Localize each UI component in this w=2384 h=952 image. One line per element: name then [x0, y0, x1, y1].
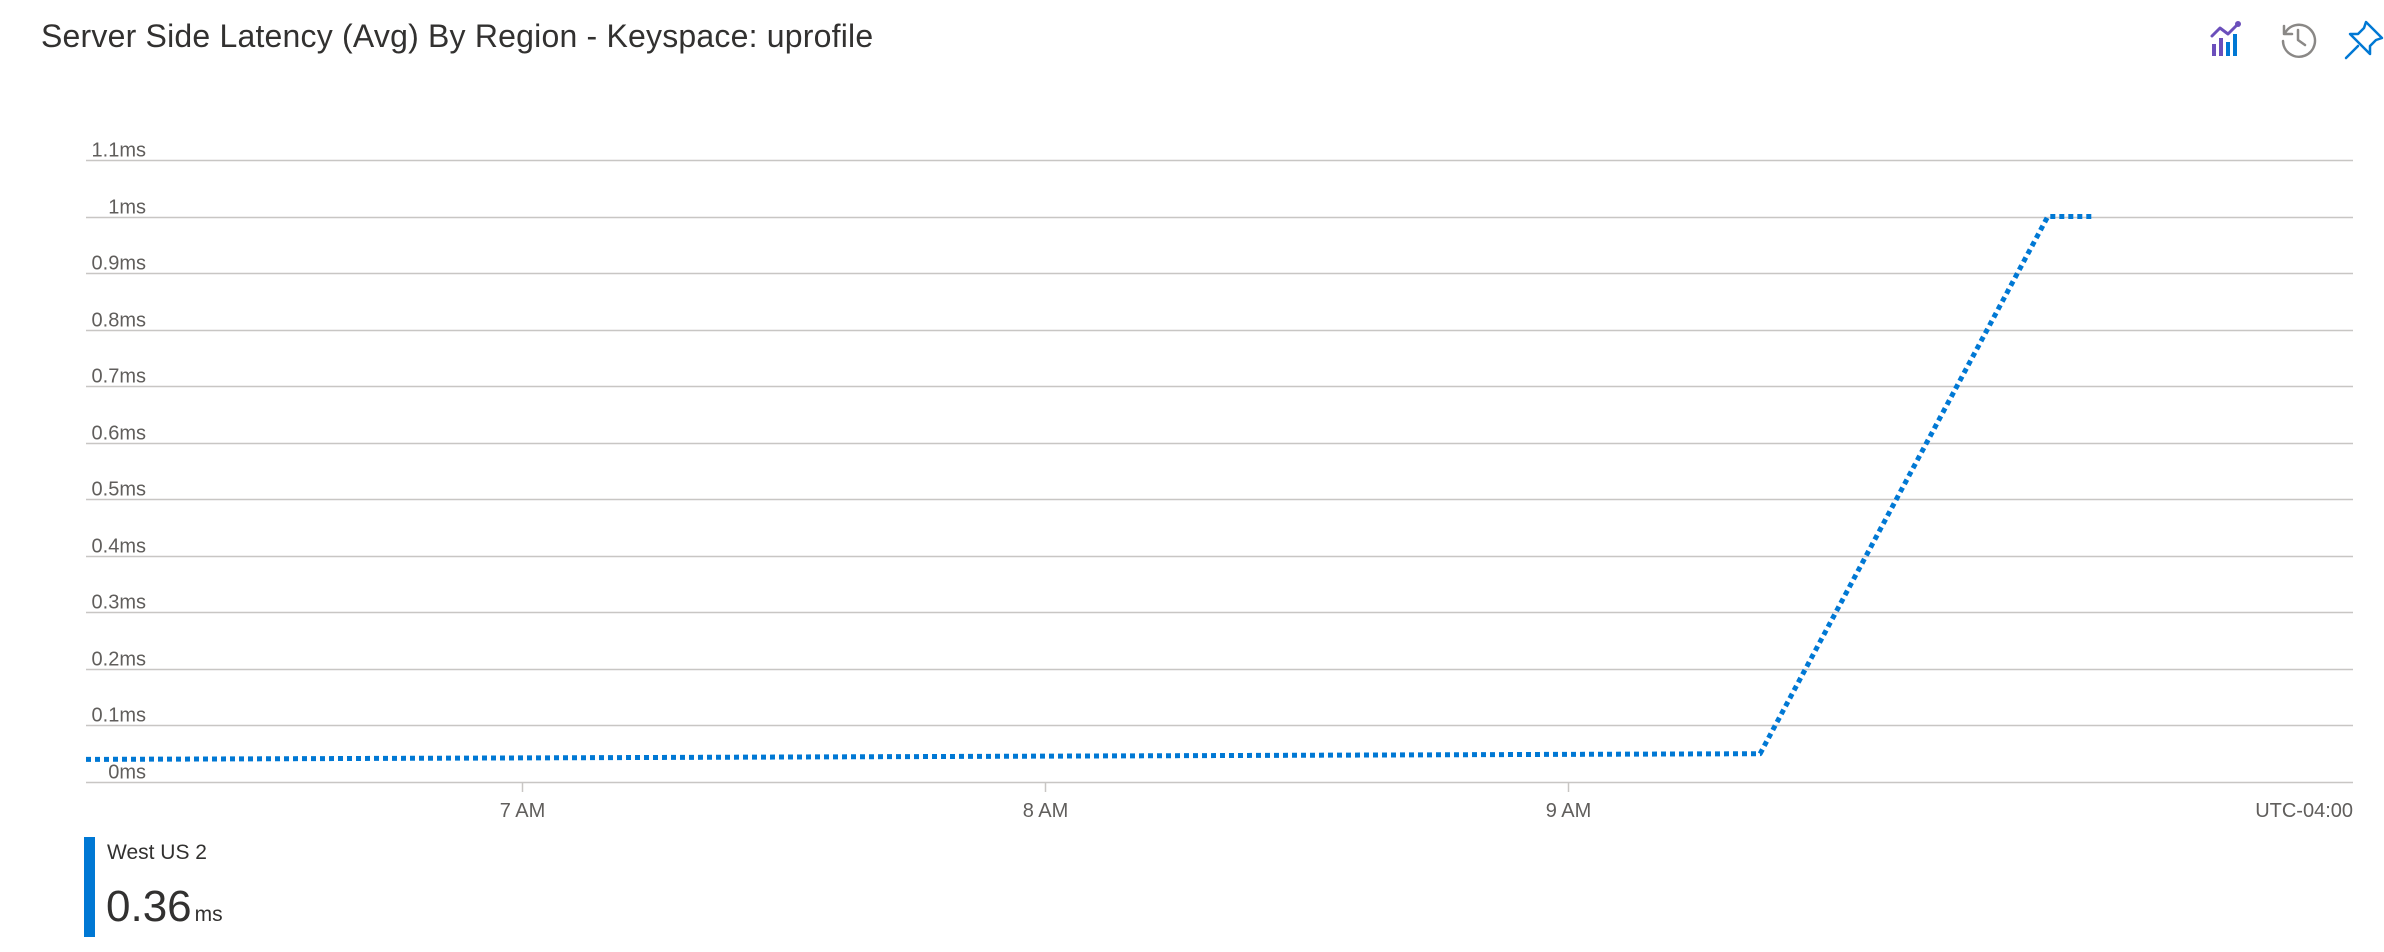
legend-series-name: West US 2 — [107, 841, 207, 864]
page-title: Server Side Latency (Avg) By Region - Ke… — [41, 18, 874, 54]
x-tick-label: 8 AM — [1023, 800, 1069, 822]
y-tick-label: 1.1ms — [92, 140, 146, 162]
history-button[interactable] — [2274, 16, 2322, 64]
y-tick-label: 0.1ms — [92, 705, 146, 727]
legend-unit: ms — [194, 903, 223, 926]
y-tick-label: 0.8ms — [92, 310, 146, 332]
chart-insights-button[interactable] — [2204, 16, 2252, 64]
y-tick-label: 0.4ms — [92, 536, 146, 558]
history-icon — [2281, 23, 2317, 58]
pin-button[interactable] — [2340, 16, 2384, 64]
y-tick-label: 0.6ms — [92, 423, 146, 445]
pin-icon — [2344, 20, 2384, 60]
y-tick-label: 0.9ms — [92, 253, 146, 275]
y-tick-label: 1ms — [108, 197, 146, 219]
legend[interactable]: West US 2 0.36 ms — [84, 837, 484, 937]
y-tick-label: 0.5ms — [92, 479, 146, 501]
timezone-label: UTC-04:00 — [2255, 800, 2353, 822]
y-tick-label: 0.2ms — [92, 649, 146, 671]
legend-value-number: 0.36 — [106, 882, 192, 931]
series-line-west-us-2 — [85, 214, 2092, 762]
x-tick-label: 7 AM — [500, 800, 546, 822]
y-tick-label: 0ms — [108, 762, 146, 784]
legend-color-bar — [84, 837, 95, 937]
y-tick-label: 0.3ms — [92, 592, 146, 614]
x-tick-label: 9 AM — [1546, 800, 1592, 822]
chart-insights-icon — [2210, 21, 2241, 56]
y-tick-label: 0.7ms — [92, 366, 146, 388]
legend-value: 0.36 ms — [106, 885, 223, 929]
